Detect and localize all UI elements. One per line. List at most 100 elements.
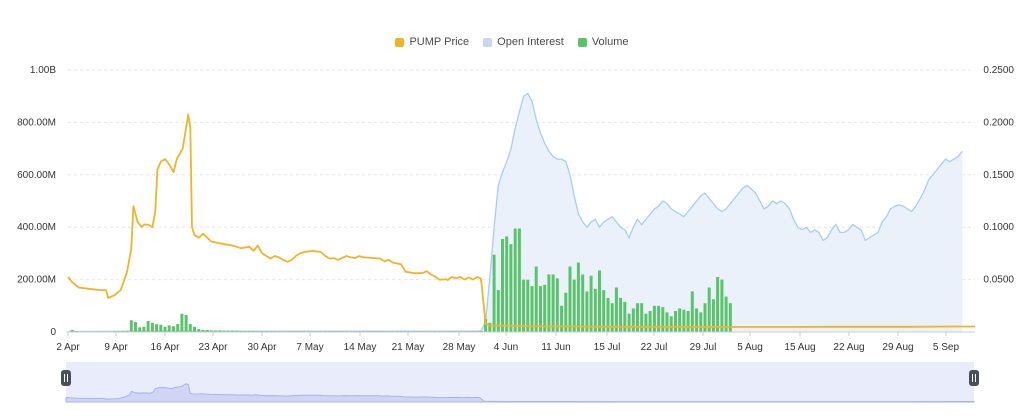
x-tick-label: 4 Jun xyxy=(494,342,518,353)
x-tick-label: 28 May xyxy=(443,342,476,353)
x-tick-label: 22 Jul xyxy=(641,342,668,353)
volume-bar xyxy=(606,297,610,332)
volume-bar xyxy=(674,311,677,332)
y-left-tick-label: 0 xyxy=(50,327,56,338)
volume-bar xyxy=(724,296,728,332)
volume-bar xyxy=(560,305,564,332)
volume-bar xyxy=(564,292,568,332)
y-right-tick-label: 0.1000 xyxy=(983,222,1014,233)
x-tick-label: 9 Apr xyxy=(104,342,128,353)
volume-bar xyxy=(640,303,644,332)
y-right-tick-label: 0.1500 xyxy=(983,170,1014,181)
y-right-tick-label: 0.0500 xyxy=(983,275,1014,286)
volume-bar xyxy=(205,329,209,332)
y-left-tick-label: 400.00M xyxy=(17,222,56,233)
x-tick-label: 5 Aug xyxy=(737,342,763,353)
legend-swatch-open-interest xyxy=(483,37,493,47)
volume-bar xyxy=(501,239,504,332)
volume-bar xyxy=(146,321,150,332)
volume-bar xyxy=(488,322,492,332)
legend-label-price: PUMP Price xyxy=(409,36,470,48)
volume-bar xyxy=(509,244,513,332)
volume-bar xyxy=(176,324,180,332)
legend-item-volume[interactable]: Volume xyxy=(577,36,629,48)
volume-bar xyxy=(125,330,129,332)
volume-bar xyxy=(163,326,167,332)
volume-bar xyxy=(534,266,538,332)
x-tick-label: 7 May xyxy=(296,342,323,353)
volume-bar xyxy=(496,290,500,332)
volume-bar xyxy=(235,330,239,332)
volume-bar xyxy=(492,254,496,332)
volume-bar xyxy=(547,274,551,332)
chart-legend: PUMP Price Open Interest Volume xyxy=(0,36,1024,48)
volume-bar xyxy=(568,266,572,332)
volume-bar xyxy=(593,288,597,332)
y-left-tick-label: 800.00M xyxy=(17,117,56,128)
x-tick-label: 5 Sep xyxy=(933,342,960,353)
volume-bar xyxy=(589,275,593,332)
volume-bar xyxy=(226,330,230,332)
volume-bar xyxy=(543,284,547,332)
legend-swatch-price xyxy=(395,37,405,47)
volume-bar xyxy=(720,279,724,332)
volume-bar xyxy=(530,286,534,332)
volume-bar xyxy=(598,270,601,332)
legend-item-price[interactable]: PUMP Price xyxy=(395,36,469,48)
volume-bar xyxy=(180,313,184,332)
navigator-series xyxy=(65,383,975,403)
volume-bar xyxy=(526,279,530,332)
volume-bar xyxy=(214,330,218,332)
volume-bar xyxy=(138,327,142,332)
volume-bar xyxy=(555,278,559,332)
legend-label-volume: Volume xyxy=(591,36,629,48)
volume-bar xyxy=(171,326,175,332)
volume-bar xyxy=(665,312,669,332)
legend-swatch-volume xyxy=(577,37,587,47)
volume-bar xyxy=(661,307,665,332)
volume-bar xyxy=(142,326,146,332)
volume-bar xyxy=(644,313,648,332)
x-tick-label: 23 Apr xyxy=(199,342,229,353)
volume-bar xyxy=(669,316,673,332)
volume-bar xyxy=(619,297,623,332)
volume-bar xyxy=(159,324,163,332)
legend-label-open-interest: Open Interest xyxy=(497,36,564,48)
volume-bar xyxy=(484,318,488,332)
volume-bar xyxy=(585,291,589,332)
volume-bar xyxy=(657,305,661,332)
volume-bar xyxy=(627,313,631,332)
volume-bar xyxy=(695,308,699,332)
volume-bar xyxy=(703,303,707,332)
series-price-line xyxy=(67,113,975,328)
volume-bar xyxy=(690,291,694,332)
volume-bar xyxy=(150,322,154,332)
x-tick-label: 29 Aug xyxy=(882,342,913,353)
volume-bar xyxy=(678,308,682,332)
volume-bar xyxy=(167,325,171,332)
volume-bar xyxy=(209,330,213,332)
volume-bar xyxy=(522,279,526,332)
volume-bar xyxy=(231,330,234,332)
y-left-tick-label: 1.00B xyxy=(30,65,56,76)
volume-bar xyxy=(648,311,652,332)
volume-bar xyxy=(539,286,542,332)
volume-bar xyxy=(129,320,133,332)
y-left-tick-label: 200.00M xyxy=(17,275,56,286)
x-tick-label: 2 Apr xyxy=(56,342,80,353)
navigator-handle-left[interactable] xyxy=(61,370,71,386)
volume-bar xyxy=(652,305,656,332)
volume-bar xyxy=(682,309,686,332)
x-tick-label: 16 Apr xyxy=(151,342,181,353)
volume-bar xyxy=(218,330,222,332)
volume-bar xyxy=(728,303,732,332)
navigator-handle-right[interactable] xyxy=(969,370,979,386)
legend-item-open-interest[interactable]: Open Interest xyxy=(483,36,564,48)
volume-bar xyxy=(707,287,711,332)
volume-bar xyxy=(572,279,576,332)
y-right-tick-label: 0.2500 xyxy=(983,65,1014,76)
x-tick-label: 22 Aug xyxy=(833,342,864,353)
x-tick-label: 15 Aug xyxy=(784,342,815,353)
volume-bar xyxy=(201,329,205,332)
